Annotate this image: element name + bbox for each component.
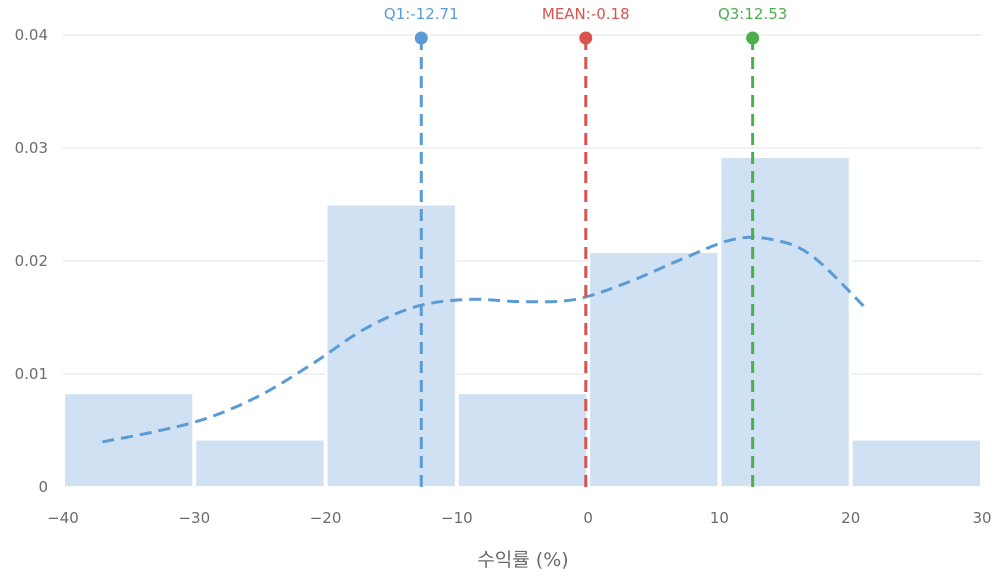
reference-label: MEAN:-0.18 [542,5,630,23]
x-tick-label: −10 [441,509,473,527]
histogram-bar [194,438,326,489]
x-tick-label: 30 [972,509,991,527]
x-tick-label: −20 [310,509,342,527]
x-tick-label: −40 [47,509,79,527]
reference-marker [746,31,760,45]
x-tick-label: −30 [178,509,210,527]
y-tick-label: 0.04 [15,26,48,44]
y-tick-label: 0.03 [15,139,48,157]
x-axis-ticks: −40 −30 −20 −10 0 10 20 30 [47,509,991,527]
y-tick-label: 0.01 [15,365,48,383]
reference-lines: Q1:-12.71 MEAN:-0.18 Q3:12.53 [384,5,787,487]
kde-line [102,235,865,444]
histogram-bar [325,203,457,488]
histogram-bar [456,392,589,488]
histogram-bar [63,392,195,488]
x-axis-label: 수익률 (%) [477,549,568,571]
histogram-bar [850,438,983,489]
x-tick-label: 0 [583,509,593,527]
y-tick-label: 0 [38,478,48,496]
y-tick-label: 0.02 [15,252,48,270]
reference-marker [579,31,593,45]
reference-label: Q1:-12.71 [384,5,459,23]
x-tick-label: 10 [710,509,729,527]
density-curve [102,235,865,444]
x-tick-label: 20 [841,509,860,527]
reference-label: Q3:12.53 [718,5,787,23]
reference-line: Q1:-12.71 [384,5,459,487]
histogram-bar [588,250,720,488]
reference-marker [414,31,428,45]
reference-line: MEAN:-0.18 [542,5,630,487]
histogram-bars [63,156,983,489]
reference-line: Q3:12.53 [718,5,787,487]
histogram-bar [719,156,851,488]
y-axis-ticks: 0 0.01 0.02 0.03 0.04 [15,26,48,496]
